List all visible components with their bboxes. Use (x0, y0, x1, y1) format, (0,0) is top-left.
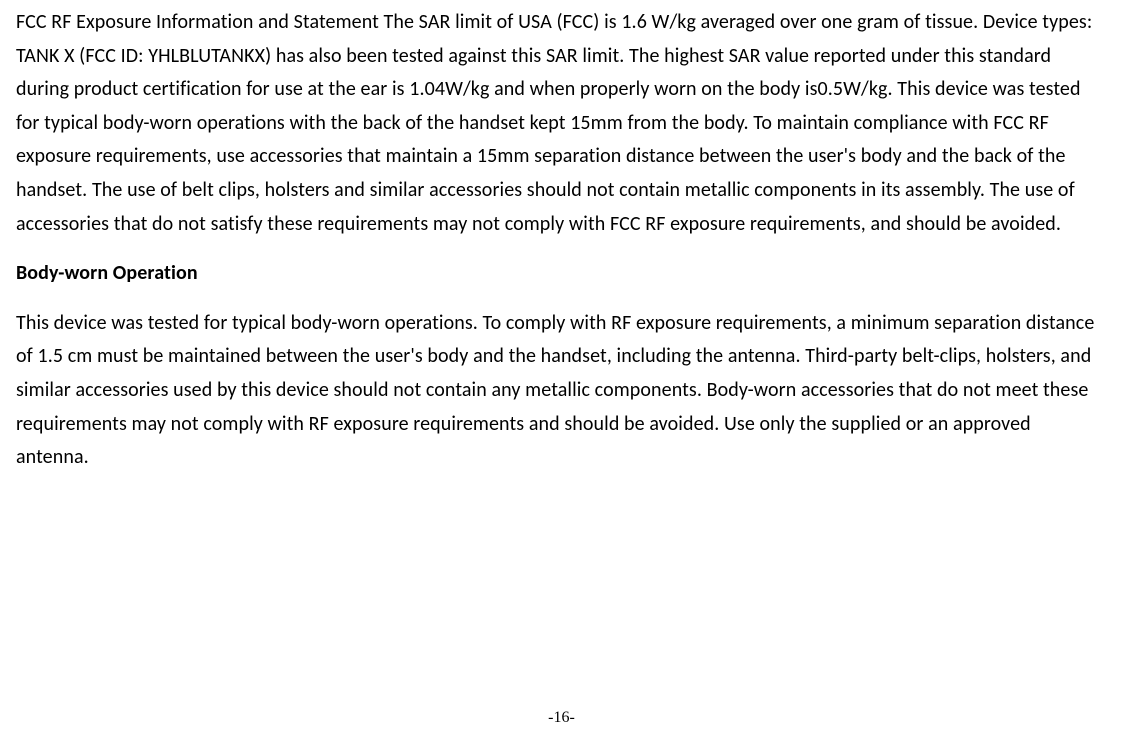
page-number: -16- (0, 709, 1123, 727)
body-worn-paragraph: This device was tested for typical body-… (16, 307, 1107, 475)
fcc-rf-exposure-paragraph: FCC RF Exposure Information and Statemen… (16, 6, 1107, 241)
document-content: FCC RF Exposure Information and Statemen… (16, 6, 1107, 475)
body-worn-heading: Body-worn Operation (16, 257, 1107, 291)
